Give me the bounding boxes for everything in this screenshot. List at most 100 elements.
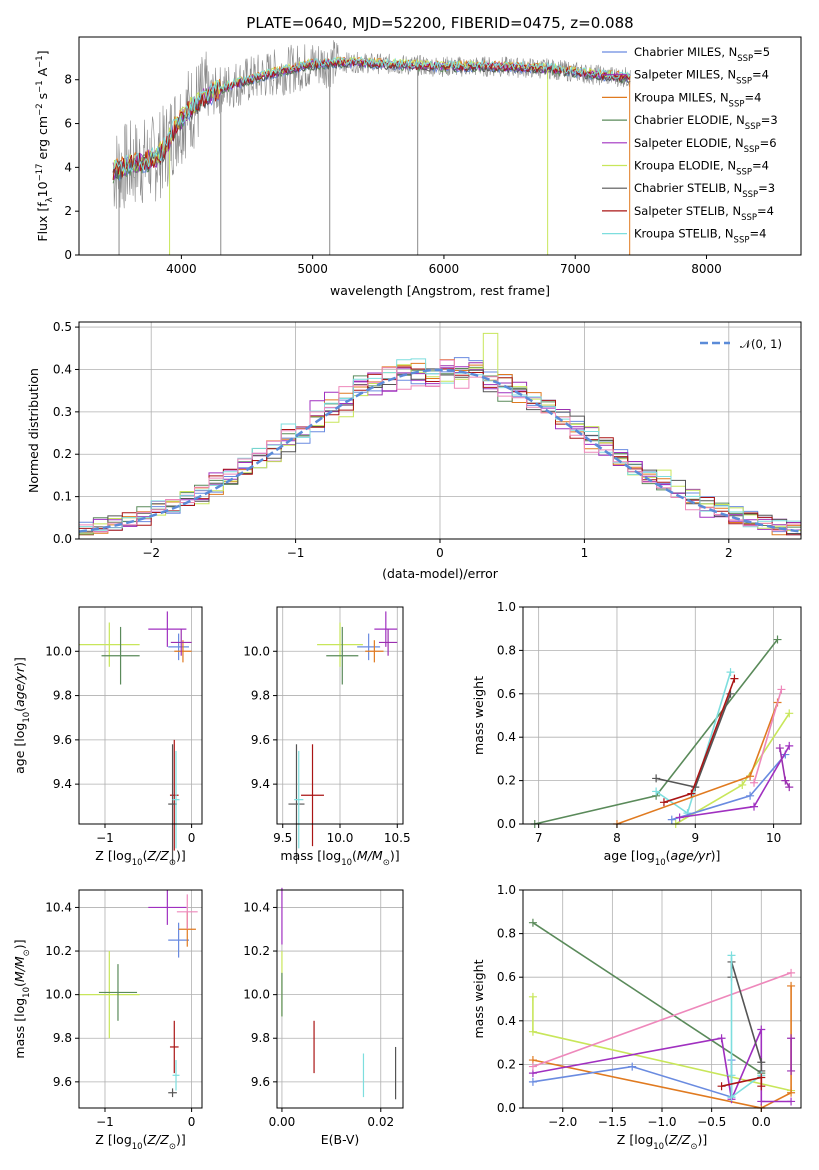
- age_vs_Z-point: [168, 633, 190, 661]
- age_vs_mass-point: [294, 750, 304, 849]
- weight_vs_Z-marker: [787, 981, 796, 990]
- figure-title: PLATE=0640, MJD=52200, FIBERID=0475, z=0…: [246, 14, 633, 32]
- weight_vs_age-marker: [775, 744, 784, 753]
- weight_vs_Z-xtick-label: −2.0: [548, 1115, 577, 1129]
- residuals-xtick-label: 1: [581, 546, 589, 560]
- weight_vs_Z-ylabel: mass weight: [471, 959, 486, 1038]
- age_vs_Z-xtick-label: 0: [188, 831, 196, 845]
- weight_vs_age-marker: [652, 774, 661, 783]
- spectrum-xtick-label: 8000: [691, 262, 722, 276]
- mass_vs_Z-point: [168, 1088, 177, 1098]
- weight_vs_age-xtick-label: 9: [691, 831, 699, 845]
- age_vs_mass-point: [326, 626, 359, 685]
- weight_vs_Z-ytick-label: 0.0: [497, 1101, 516, 1115]
- age_vs_mass-point: [357, 633, 381, 661]
- legend-entry: Kroupa ELODIE, NSSP=4: [634, 159, 769, 178]
- weight_vs_Z-xtick-label: −1.5: [598, 1115, 627, 1129]
- residuals-xlabel: (data-model)/error: [382, 566, 499, 581]
- spectrum-xtick-label: 4000: [166, 262, 197, 276]
- mass_vs_Z-xlabel: Z [log10(Z/Z⊙)]: [95, 1132, 185, 1152]
- spectrum-ytick-label: 6: [64, 117, 72, 131]
- age_vs_Z-ytick-label: 9.4: [53, 777, 72, 791]
- weight_vs_age-marker: [667, 815, 676, 824]
- weight_vs_age-xlabel: age [log10(age/yr)]: [604, 848, 721, 868]
- legend-entry: Chabrier MILES, NSSP=5: [634, 45, 770, 64]
- residuals-ytick-label: 0.4: [53, 362, 72, 376]
- residuals-ylabel: Normed distribution: [26, 368, 41, 493]
- spectrum-data-line: [112, 40, 631, 209]
- age_vs_Z-xtick-label: −1: [96, 831, 114, 845]
- mass_vs_Z-point: [172, 1060, 180, 1091]
- mass_vs_Z-frame: [78, 889, 203, 1109]
- weight_vs_Z-marker: [757, 1082, 766, 1091]
- weight_vs_Z-marker: [528, 1062, 537, 1071]
- weight_vs_age-xtick-label: 10: [766, 831, 781, 845]
- residuals-axes: [79, 322, 801, 540]
- spectrum-model-line: [112, 57, 631, 181]
- mass_vs_Z-ytick-label: 10.0: [45, 988, 72, 1002]
- spectrum-frame: [78, 36, 802, 256]
- spectrum-model-line: [112, 59, 631, 180]
- weight_vs_Z-marker: [787, 968, 796, 977]
- age_vs_mass-xtick-label: 9.5: [273, 831, 292, 845]
- weight_vs_Z-marker: [727, 1071, 736, 1080]
- age_vs_mass-point: [288, 744, 305, 864]
- spectrum-ytick-label: 4: [64, 160, 72, 174]
- weight_vs_Z-marker: [717, 1082, 726, 1091]
- mass_vs_ebv-ytick-label: 10.2: [243, 944, 270, 958]
- weight_vs_age-marker: [738, 780, 747, 789]
- legend-entry: Salpeter ELODIE, NSSP=6: [634, 136, 777, 155]
- legend-entry: 𝒩(0, 1): [740, 337, 782, 351]
- age_vs_Z-point: [148, 611, 187, 647]
- mass_vs_Z-point: [98, 964, 138, 1021]
- age_vs_Z-ylabel: age [log10(age/yr)]: [12, 657, 32, 774]
- mass_vs_ebv-ytick-label: 9.6: [251, 1075, 270, 1089]
- weight_vs_age-ytick-label: 0.2: [497, 774, 516, 788]
- gaussian-curve: [78, 368, 802, 533]
- age_vs_mass-ytick-label: 9.6: [251, 733, 270, 747]
- residuals-legend: 𝒩(0, 1): [700, 337, 782, 351]
- residuals-ytick-label: 0.2: [53, 447, 72, 461]
- weight_vs_age-ytick-label: 0.8: [497, 643, 516, 657]
- weight_vs_Z-series-line: [730, 955, 762, 1099]
- residuals-xtick-label: −1: [287, 546, 305, 560]
- spectrum-ytick-label: 0: [64, 248, 72, 262]
- weight_vs_Z-marker: [757, 1025, 766, 1034]
- weight_vs_Z-ytick-label: 0.4: [497, 1014, 516, 1028]
- age_vs_Z-point: [174, 640, 192, 663]
- weight_vs_Z-marker: [717, 1034, 726, 1043]
- weight_vs_Z-ytick-label: 0.2: [497, 1057, 516, 1071]
- weight_vs_age-ytick-label: 0.6: [497, 687, 516, 701]
- weight_vs_Z-ytick-label: 0.8: [497, 927, 516, 941]
- spectrum-model-line: [112, 56, 631, 180]
- mass_vs_ebv-ytick-label: 10.0: [243, 988, 270, 1002]
- legend-entry: Chabrier ELODIE, NSSP=3: [634, 113, 778, 132]
- mass_vs_Z-ytick-label: 9.6: [53, 1075, 72, 1089]
- age_vs_mass-ytick-label: 9.8: [251, 689, 270, 703]
- mass_vs_Z-ytick-label: 9.8: [53, 1031, 72, 1045]
- weight_vs_Z-ytick-label: 1.0: [497, 883, 516, 897]
- weight_vs_Z-marker: [528, 1027, 537, 1036]
- mass_vs_ebv-frame: [276, 889, 404, 1109]
- mass_vs_ebv-ytick-label: 9.8: [251, 1031, 270, 1045]
- mass_vs_ebv-axes: [277, 890, 403, 1108]
- spectrum-xtick-label: 6000: [429, 262, 460, 276]
- weight_vs_Z-xtick-label: 0.0: [752, 1115, 771, 1129]
- weight_vs_age-marker: [785, 783, 794, 792]
- age_vs_Z-xlabel: Z [log10(Z/Z⊙)]: [95, 848, 185, 868]
- weight_vs_Z-marker: [757, 1073, 766, 1082]
- age_vs_Z-ytick-label: 10.0: [45, 644, 72, 658]
- weight_vs_Z-marker: [628, 1062, 637, 1071]
- weight_vs_age-ylabel: mass weight: [471, 676, 486, 755]
- weight_vs_age-marker: [750, 778, 759, 787]
- spectrum-ylabel: Flux [fλ10−17 erg cm−2 s−1 A−1]: [35, 50, 55, 241]
- mass_vs_Z-point: [176, 894, 198, 930]
- weight_vs_Z-frame: [522, 889, 802, 1109]
- mass_vs_Z-ytick-label: 10.2: [45, 944, 72, 958]
- mass_vs_Z-point: [168, 922, 190, 958]
- spectrum-model-line: [113, 56, 631, 173]
- mass_vs_Z-ylabel: mass [log10(M/M⊙)]: [12, 939, 32, 1058]
- weight_vs_age-marker: [785, 741, 794, 750]
- weight_vs_Z-marker: [787, 1034, 796, 1043]
- legend-entry: Salpeter MILES, NSSP=4: [634, 68, 769, 87]
